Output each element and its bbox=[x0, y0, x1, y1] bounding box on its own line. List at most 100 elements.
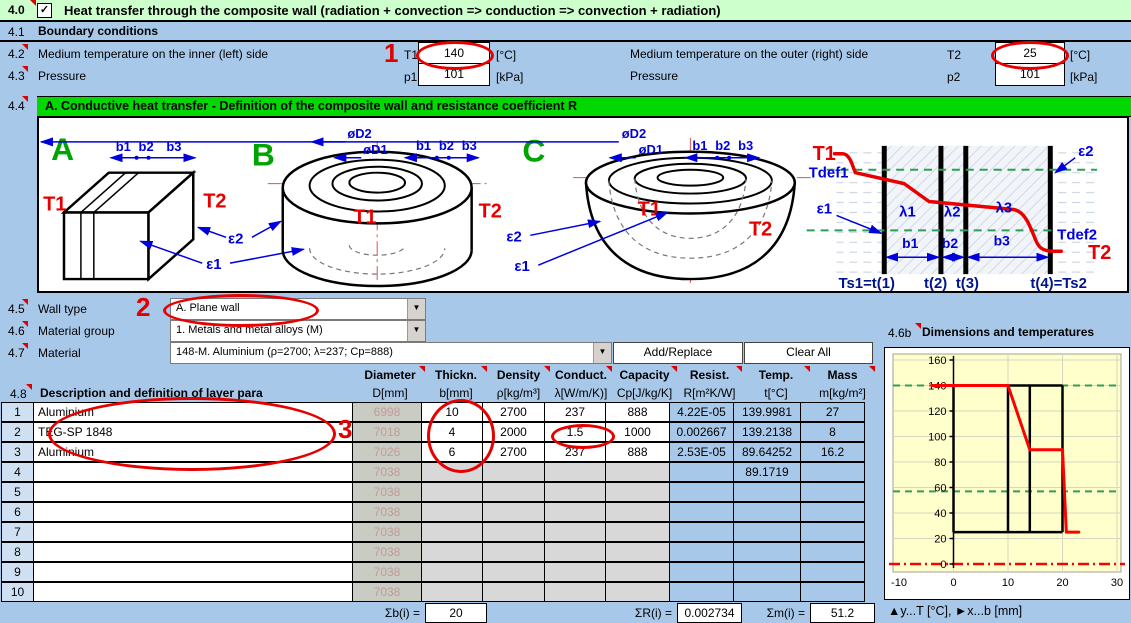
diagram-b-t1-label: T1 bbox=[353, 206, 376, 228]
cell-desc[interactable] bbox=[33, 462, 353, 482]
y-tick-label: 80 bbox=[934, 457, 946, 469]
cell-capacity[interactable]: 888 bbox=[605, 442, 670, 462]
t2-input[interactable]: 25 bbox=[995, 42, 1065, 65]
y-tick-label: 60 bbox=[934, 483, 946, 495]
column-header-resist: Resist. bbox=[677, 366, 742, 384]
cell-desc[interactable] bbox=[33, 502, 353, 522]
cell-capacity bbox=[605, 582, 670, 602]
cell-desc[interactable]: Aluminium bbox=[33, 402, 353, 422]
profile-e2-label: ε2 bbox=[1078, 144, 1093, 160]
profile-t1-label: T1 bbox=[813, 143, 836, 165]
cell-capacity[interactable]: 1000 bbox=[605, 422, 670, 442]
cell-capacity[interactable]: 888 bbox=[605, 402, 670, 422]
cell-conduct[interactable]: 237 bbox=[544, 442, 606, 462]
t1-input[interactable]: 140 bbox=[418, 42, 490, 65]
cell-density[interactable]: 2700 bbox=[482, 442, 545, 462]
column-unit: ρ[kg/m³] bbox=[496, 386, 541, 400]
temperature-chart: 0 20 40 60 80 100 120 140 160 -10 0 10 20 30 bbox=[884, 347, 1130, 600]
diagram-b-d2-label: øD2 bbox=[347, 126, 371, 141]
y-tick-label: 120 bbox=[928, 406, 946, 418]
column-header-mass: Mass bbox=[810, 366, 875, 384]
cell-conduct[interactable]: 237 bbox=[544, 402, 606, 422]
y-tick-label: 160 bbox=[928, 355, 946, 367]
diagram-c-e1-label: ε1 bbox=[514, 259, 529, 275]
cell-thickn bbox=[421, 522, 483, 542]
cell-thickn[interactable]: 4 bbox=[421, 422, 483, 442]
diagram-a-b3-label: b3 bbox=[166, 139, 181, 154]
cell-desc[interactable]: Aluminium bbox=[33, 442, 353, 462]
cell-thickn bbox=[421, 582, 483, 602]
wall-type-select[interactable]: A. Plane wall ▼ bbox=[170, 298, 426, 320]
p2-input[interactable]: 101 bbox=[995, 63, 1065, 86]
profile-b2-label: b2 bbox=[942, 235, 958, 251]
cell-mass: 8 bbox=[800, 422, 865, 442]
section-enabled-checkbox[interactable]: ✓ bbox=[37, 3, 52, 18]
diagram-b-letter: B bbox=[252, 137, 275, 173]
row-num-4-6b: 4.6b bbox=[888, 326, 912, 340]
cell-diameter: 7038 bbox=[352, 502, 422, 522]
cell-density bbox=[482, 522, 545, 542]
p1-input[interactable]: 101 bbox=[418, 63, 490, 86]
cell-diameter: 7038 bbox=[352, 562, 422, 582]
cell-temp bbox=[733, 502, 801, 522]
cell-conduct bbox=[544, 502, 606, 522]
cell-density[interactable]: 2000 bbox=[482, 422, 545, 442]
diagram-b-b3-label: b3 bbox=[462, 138, 477, 153]
cell-diameter: 6998 bbox=[352, 402, 422, 422]
chevron-down-icon[interactable]: ▼ bbox=[407, 321, 425, 341]
row-num-4-7: 4.7 bbox=[8, 346, 25, 360]
cell-density[interactable]: 2700 bbox=[482, 402, 545, 422]
y-tick-label: 100 bbox=[928, 432, 946, 444]
column-unit: t[°C] bbox=[764, 386, 788, 400]
column-unit: b[mm] bbox=[439, 386, 473, 400]
row-num-4-8: 4.8 bbox=[10, 387, 27, 401]
wall-diagrams: A b1 b2 b3 T1 T2 ε2 ε1 B bbox=[39, 126, 1111, 292]
cell-temp bbox=[733, 542, 801, 562]
cell-thickn bbox=[421, 562, 483, 582]
diagram-b-d1-label: øD1 bbox=[363, 142, 387, 157]
cell-mass bbox=[800, 462, 865, 482]
sum-m-value: 51.2 bbox=[810, 603, 875, 623]
lambda1-label: λ1 bbox=[899, 204, 916, 220]
chevron-down-icon[interactable]: ▼ bbox=[407, 299, 425, 319]
chevron-down-icon[interactable]: ▼ bbox=[593, 343, 611, 363]
material-select[interactable]: 148-M. Aluminium (ρ=2700; λ=237; Cp=888)… bbox=[170, 342, 612, 364]
material-group-label: Material group bbox=[38, 324, 115, 338]
column-header-thickn: Thickn. bbox=[425, 366, 487, 384]
cell-thickn[interactable]: 10 bbox=[421, 402, 483, 422]
diagram-c-b2-label: b2 bbox=[715, 138, 730, 153]
cell-desc[interactable] bbox=[33, 522, 353, 542]
column-header-capacity: Capacity bbox=[612, 366, 677, 384]
table-row: 5 7038 bbox=[1, 482, 865, 503]
cell-diameter: 7038 bbox=[352, 542, 422, 562]
cell-thickn[interactable]: 6 bbox=[421, 442, 483, 462]
cell-diameter: 7018 bbox=[352, 422, 422, 442]
cell-thickn bbox=[421, 502, 483, 522]
callout-number-2: 2 bbox=[136, 292, 151, 322]
profile-t3x-label: t(3) bbox=[956, 276, 979, 291]
add-replace-button[interactable]: Add/Replace bbox=[613, 342, 743, 364]
chart-title: Dimensions and temperatures bbox=[922, 325, 1095, 339]
cell-desc[interactable] bbox=[33, 582, 353, 602]
p2-symbol: p2 bbox=[947, 70, 961, 84]
material-group-select[interactable]: 1. Metals and metal alloys (M) ▼ bbox=[170, 320, 426, 342]
cell-idx: 3 bbox=[1, 442, 34, 462]
cell-conduct bbox=[544, 482, 606, 502]
column-unit: R[m²K/W] bbox=[683, 386, 736, 400]
cell-resist: 0.002667 bbox=[669, 422, 734, 442]
cell-diameter: 7026 bbox=[352, 442, 422, 462]
cell-idx: 10 bbox=[1, 582, 34, 602]
table-sum-row: Σb(i) = 20 ΣR(i) = 0.002734 Σm(i) = 51.2 bbox=[2, 603, 875, 623]
cell-desc[interactable]: TEG-SP 1848 bbox=[33, 422, 353, 442]
cell-capacity bbox=[605, 522, 670, 542]
p1-unit: [kPa] bbox=[496, 70, 524, 84]
cell-desc[interactable] bbox=[33, 542, 353, 562]
epsilon2-label: ε2 bbox=[228, 231, 243, 247]
cell-conduct[interactable]: 1.5 bbox=[544, 422, 606, 442]
cell-desc[interactable] bbox=[33, 482, 353, 502]
table-row: 3 Aluminium 7026 6 2700 237 888 2.53E-05 89.6425… bbox=[1, 442, 865, 463]
wall-type-value: A. Plane wall bbox=[176, 302, 240, 314]
clear-all-button[interactable]: Clear All bbox=[744, 342, 873, 364]
column-header-diameter: Diameter bbox=[355, 366, 425, 384]
cell-desc[interactable] bbox=[33, 562, 353, 582]
